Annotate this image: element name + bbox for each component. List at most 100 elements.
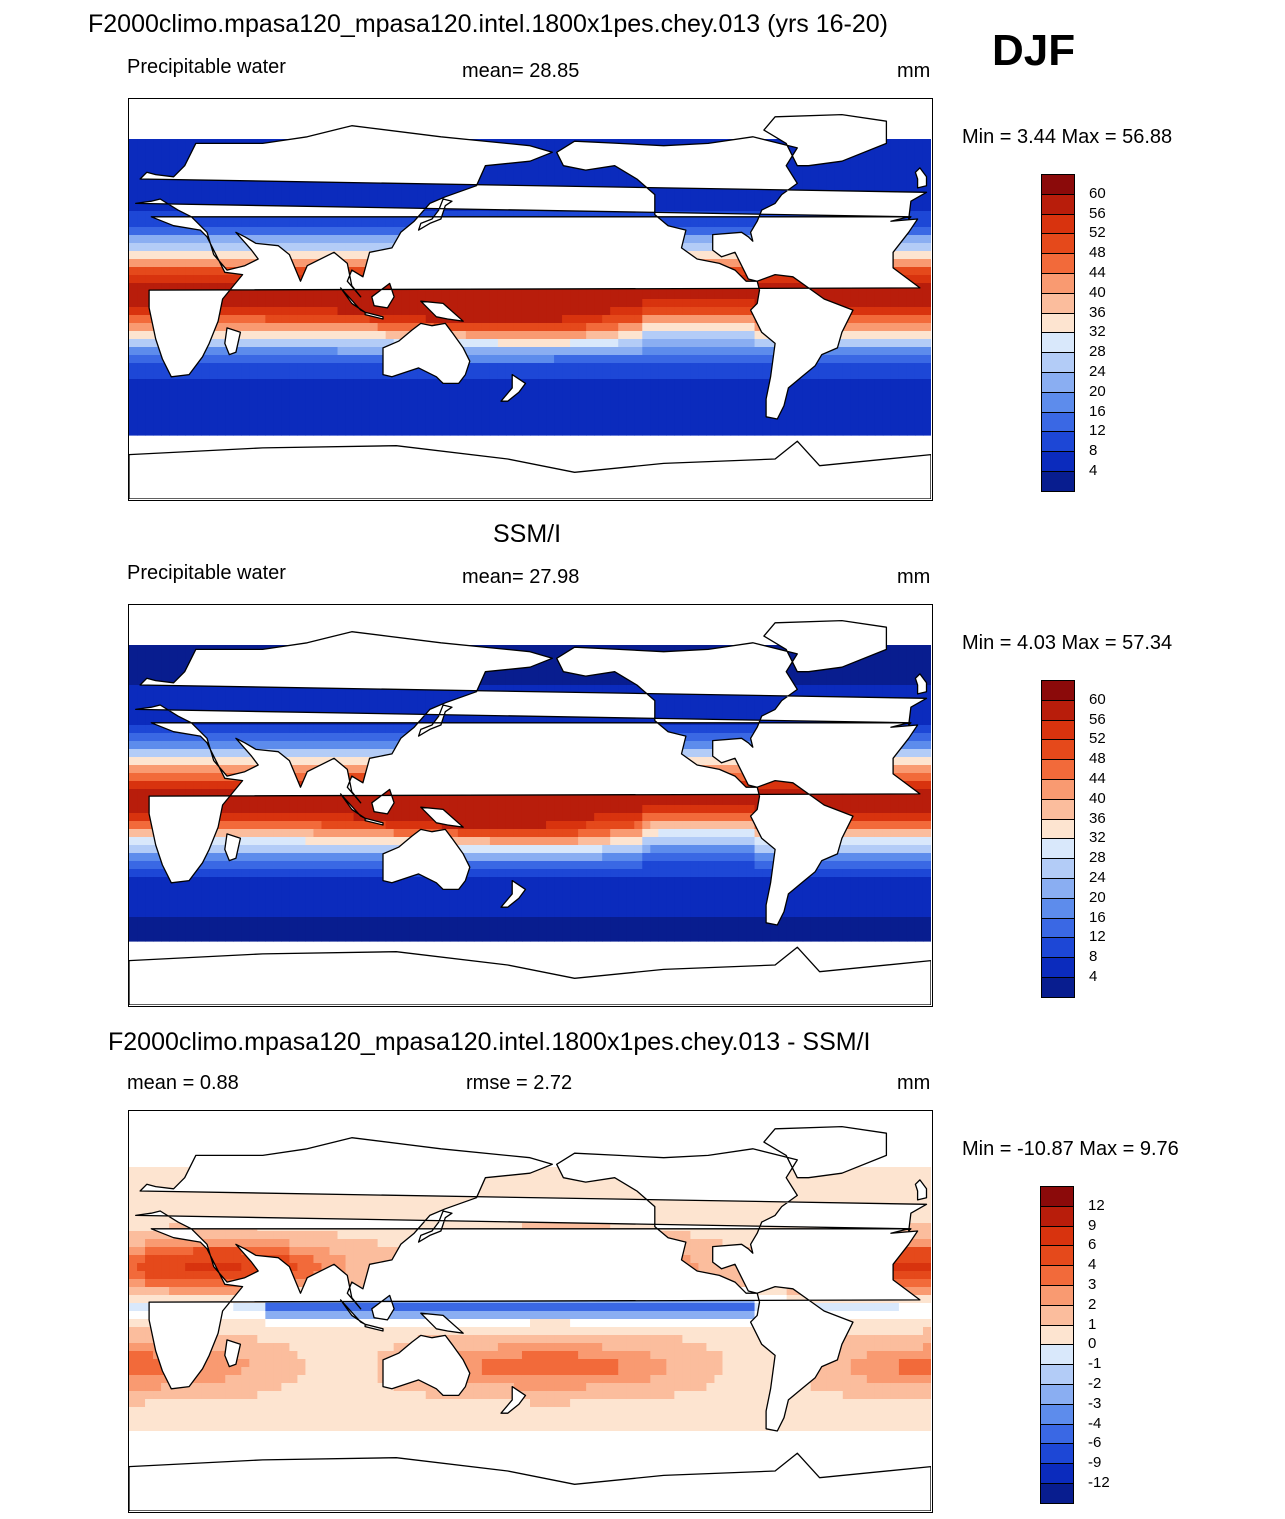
colorbar-level-label: 32 — [1089, 323, 1106, 341]
colorbar-box — [1041, 451, 1075, 472]
colorbar-box — [1040, 1304, 1074, 1326]
colorbar-box — [1041, 332, 1075, 354]
colorbar-box — [1040, 1344, 1074, 1366]
model-mean-label: mean= 28.85 — [462, 60, 580, 82]
diff-minmax-label: Min = -10.87 Max = 9.76 — [962, 1138, 1179, 1160]
colorbar-box — [1040, 1245, 1074, 1267]
colorbar-level-label: 24 — [1089, 869, 1106, 886]
colorbar-level-label: -3 — [1088, 1394, 1102, 1412]
obs-variable-label: Precipitable water — [127, 562, 286, 584]
colorbar-level-label: 12 — [1088, 1196, 1105, 1214]
obs-units-label: mm — [897, 566, 931, 588]
colorbar-box — [1041, 858, 1075, 879]
colorbar-box — [1040, 1443, 1074, 1465]
colorbar-level-label: 60 — [1089, 184, 1106, 202]
obs-mean-label: mean= 27.98 — [462, 566, 580, 588]
colorbar-box — [1041, 273, 1075, 294]
colorbar-level-label: -6 — [1088, 1434, 1102, 1452]
colorbar-level-label: 4 — [1089, 462, 1098, 479]
colorbar-level-label: 28 — [1089, 343, 1106, 361]
colorbar-box — [1040, 1364, 1074, 1385]
colorbar-box — [1041, 174, 1075, 195]
colorbar-level-label: 24 — [1089, 363, 1106, 380]
colorbar-box — [1041, 213, 1075, 235]
colorbar-level-label: 60 — [1089, 690, 1106, 708]
colorbar-box — [1040, 1384, 1074, 1405]
colorbar-box — [1041, 897, 1075, 919]
model-coastlines — [129, 113, 931, 499]
diff-rmse-label: rmse = 2.72 — [466, 1072, 573, 1094]
colorbar-level-label: 4 — [1088, 1256, 1097, 1274]
model-panel-title: F2000climo.mpasa120_mpasa120.intel.1800x… — [88, 10, 889, 38]
colorbar-level-label: 16 — [1089, 908, 1106, 926]
colorbar-box — [1041, 411, 1075, 433]
colorbar-level-label: 6 — [1088, 1236, 1097, 1254]
model-map — [128, 98, 933, 501]
colorbar-box — [1041, 680, 1075, 701]
colorbar-box — [1040, 1186, 1074, 1207]
colorbar-level-label: -9 — [1088, 1454, 1102, 1472]
colorbar-level-label: -1 — [1088, 1355, 1102, 1373]
colorbar-box — [1041, 352, 1075, 373]
colorbar-box — [1041, 431, 1075, 453]
colorbar-level-label: 12 — [1089, 928, 1106, 946]
colorbar-box — [1041, 471, 1075, 492]
colorbar-box — [1041, 878, 1075, 899]
colorbar-level-label: -2 — [1088, 1375, 1102, 1392]
colorbar-box — [1041, 798, 1075, 820]
colorbar-box — [1040, 1423, 1074, 1445]
colorbar-level-label: 12 — [1089, 422, 1106, 440]
colorbar-level-label: 48 — [1089, 244, 1106, 262]
obs-map — [128, 604, 933, 1007]
colorbar-level-label: 2 — [1088, 1295, 1097, 1313]
colorbar-box — [1041, 779, 1075, 800]
colorbar-level-label: 20 — [1089, 382, 1106, 400]
colorbar-level-label: 44 — [1089, 264, 1106, 281]
obs-coastlines — [129, 619, 931, 1005]
diff-mean-label: mean = 0.88 — [127, 1072, 239, 1094]
colorbar-box — [1040, 1205, 1074, 1227]
colorbar-box — [1041, 253, 1075, 274]
diff-units-label: mm — [897, 1072, 931, 1094]
colorbar-level-label: 56 — [1089, 204, 1106, 222]
colorbar-box — [1041, 739, 1075, 761]
colorbar-level-label: 3 — [1088, 1276, 1097, 1293]
colorbar-box — [1041, 957, 1075, 978]
model-variable-label: Precipitable water — [127, 56, 286, 78]
colorbar-level-label: 36 — [1089, 809, 1106, 827]
diff-map — [128, 1110, 933, 1513]
colorbar-box — [1041, 699, 1075, 721]
colorbar-box — [1040, 1225, 1074, 1247]
diff-coastlines — [129, 1125, 931, 1511]
colorbar-level-label: 52 — [1089, 224, 1106, 242]
colorbar-level-label: 40 — [1089, 789, 1106, 807]
model-minmax-label: Min = 3.44 Max = 56.88 — [962, 126, 1173, 148]
colorbar-box — [1040, 1324, 1074, 1346]
colorbar-level-label: 36 — [1089, 303, 1106, 321]
obs-minmax-label: Min = 4.03 Max = 57.34 — [962, 632, 1173, 654]
colorbar-level-label: 4 — [1089, 968, 1098, 985]
colorbar-level-label: 52 — [1089, 730, 1106, 748]
colorbar-level-label: 16 — [1089, 402, 1106, 420]
colorbar-box — [1041, 193, 1075, 215]
colorbar-level-label: 1 — [1088, 1315, 1097, 1333]
colorbar-level-label: 9 — [1088, 1216, 1097, 1234]
colorbar-box — [1040, 1265, 1074, 1286]
colorbar-box — [1041, 391, 1075, 413]
colorbar-box — [1041, 759, 1075, 780]
colorbar-box — [1041, 292, 1075, 314]
colorbar-level-label: 56 — [1089, 710, 1106, 728]
colorbar-level-label: 32 — [1089, 829, 1106, 847]
colorbar-box — [1041, 917, 1075, 939]
colorbar-level-label: 8 — [1089, 948, 1098, 966]
colorbar-level-label: 44 — [1089, 770, 1106, 787]
colorbar-level-label: 8 — [1089, 442, 1098, 460]
season-label: DJF — [992, 26, 1076, 75]
colorbar-level-label: 48 — [1089, 750, 1106, 768]
colorbar-box — [1041, 233, 1075, 255]
colorbar-box — [1041, 818, 1075, 840]
colorbar-level-label: 40 — [1089, 283, 1106, 301]
model-units-label: mm — [897, 60, 931, 82]
colorbar-level-label: -12 — [1088, 1474, 1110, 1491]
colorbar-box — [1041, 977, 1075, 998]
